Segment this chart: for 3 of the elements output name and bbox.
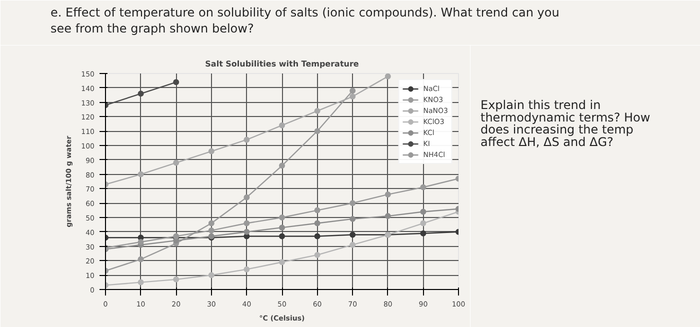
- text: Explain this trend in thermodynamic terms? How does increasing the temp affect ΔH, ΔS and ΔG?: [480, 98, 650, 149]
- text: e. Effect of temperature on solubility of salts (ionic compounds). What trend can you see from the graph shown below?: [50, 6, 560, 36]
- chart-title: Salt Solubilities with Temperature: [205, 60, 360, 68]
